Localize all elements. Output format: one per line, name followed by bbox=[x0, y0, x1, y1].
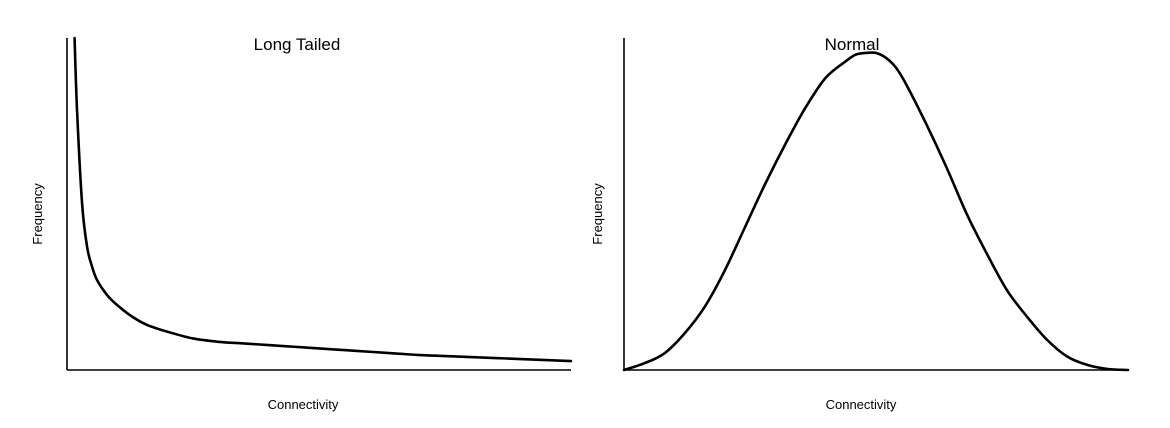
series-layer bbox=[73, 36, 573, 363]
x-axis-label: Connectivity bbox=[826, 397, 897, 412]
series-line bbox=[73, 36, 573, 363]
series-line bbox=[622, 51, 1130, 372]
y-axis-label: Frequency bbox=[590, 183, 605, 245]
chart-title: Normal bbox=[825, 35, 880, 54]
long-tailed-chart: Long Tailed Frequency Connectivity bbox=[30, 35, 573, 412]
y-axis-label: Frequency bbox=[30, 183, 45, 245]
normal-chart: Normal Frequency Connectivity bbox=[590, 35, 1130, 412]
series-layer bbox=[622, 51, 1130, 372]
x-axis-label: Connectivity bbox=[268, 397, 339, 412]
chart-title: Long Tailed bbox=[254, 35, 341, 54]
